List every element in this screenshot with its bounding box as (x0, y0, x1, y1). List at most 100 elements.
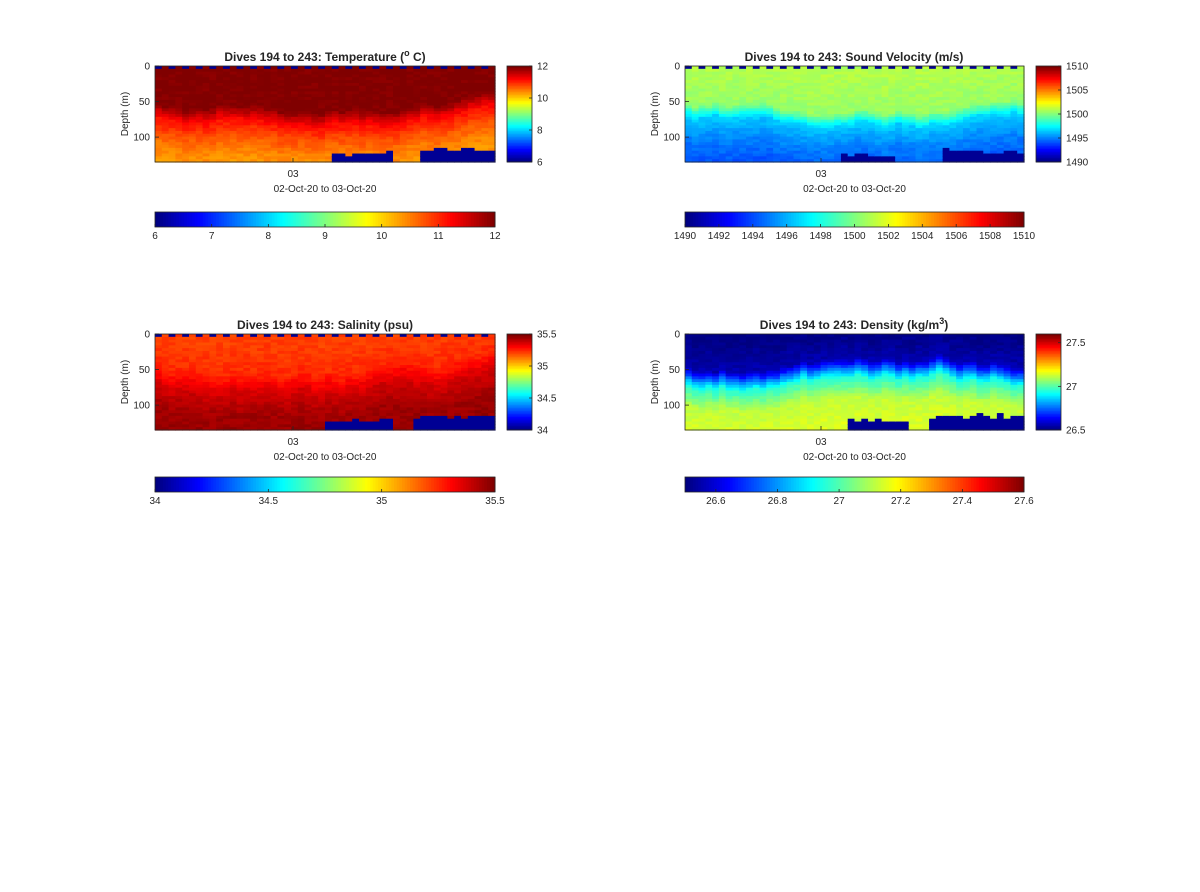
heatmap-cell (901, 145, 910, 149)
heatmap-cell (1010, 119, 1018, 124)
heatmap-cell (705, 77, 713, 81)
heatmap-cell (935, 71, 944, 76)
heatmap-cell (454, 85, 462, 90)
heatmap-cell (956, 77, 964, 81)
heatmap-cell (338, 133, 346, 138)
heatmap-cell (888, 145, 896, 149)
heatmap-cell (807, 74, 815, 78)
heatmap-cell (229, 421, 238, 425)
heatmap-cell (277, 159, 285, 163)
heatmap-cell (399, 99, 408, 104)
heatmap-cell (311, 97, 319, 101)
heatmap-cell (881, 156, 889, 160)
heatmap-cell (189, 125, 197, 129)
heatmap-cell (270, 376, 278, 380)
colorbar-swatch (178, 212, 183, 227)
colorbar-swatch (1036, 79, 1061, 82)
heatmap-cell (481, 77, 489, 81)
heatmap-cell (161, 77, 170, 81)
heatmap-cell (881, 99, 889, 104)
heatmap-cell (746, 80, 754, 84)
heatmap-cell (800, 102, 808, 107)
heatmap-cell (297, 142, 306, 146)
heatmap-cell (338, 413, 346, 417)
heatmap-cell (365, 97, 374, 101)
heatmap-cell (908, 82, 917, 87)
colorbar-swatch (1036, 123, 1061, 125)
heatmap-cell (223, 427, 231, 431)
heatmap-cell (223, 373, 231, 377)
heatmap-cell (929, 77, 937, 81)
heatmap-cell (996, 125, 1005, 129)
heatmap-cell (216, 133, 224, 138)
heatmap-cell (746, 111, 754, 115)
heatmap-cell (359, 356, 367, 361)
heatmap-cell (304, 413, 312, 417)
heatmap-cell (685, 159, 693, 163)
heatmap-cell (922, 68, 930, 73)
colorbar-swatch (370, 212, 374, 227)
heatmap-cell (202, 339, 210, 344)
heatmap-cell (942, 133, 951, 138)
heatmap-cell (175, 156, 183, 160)
heatmap-cell (420, 125, 428, 129)
heatmap-cell (263, 370, 272, 375)
heatmap-cell (277, 348, 285, 352)
heatmap-cell (182, 393, 190, 397)
heatmap-cell (372, 125, 380, 129)
heatmap-cell (229, 393, 238, 397)
heatmap-cell (291, 421, 299, 425)
heatmap-cell (311, 373, 319, 377)
heatmap-cell (223, 379, 231, 383)
colorbar-swatch (801, 212, 805, 227)
heatmap-cell (331, 111, 340, 115)
heatmap-cell (786, 130, 795, 135)
heatmap-cell (372, 345, 380, 349)
colorbar-swatch (404, 212, 408, 227)
heatmap-cell (325, 105, 333, 109)
heatmap-cell (325, 150, 333, 155)
heatmap-cell (481, 88, 489, 93)
heatmap-cell (413, 119, 421, 124)
heatmap-cell (189, 410, 197, 414)
heatmap-cell (861, 153, 869, 157)
heatmap-cell (840, 156, 849, 160)
heatmap-cell (895, 130, 903, 135)
y-tick-label: 0 (144, 62, 150, 73)
heatmap-cell (813, 128, 822, 132)
heatmap-cell (352, 404, 360, 409)
heatmap-cell (359, 390, 367, 394)
heatmap-cell (786, 139, 795, 143)
heatmap-cell (895, 119, 903, 124)
heatmap-cell (236, 91, 244, 95)
heatmap-cell (895, 77, 903, 81)
heatmap-cell (868, 125, 876, 129)
heatmap-cell (908, 105, 917, 109)
heatmap-cell (352, 334, 360, 338)
heatmap-cell (399, 114, 408, 118)
heatmap-cell (352, 348, 360, 352)
heatmap-cell (318, 145, 326, 149)
heatmap-cell (304, 142, 312, 146)
heatmap-cell (270, 387, 278, 392)
heatmap-cell (359, 353, 367, 358)
heatmap-cell (861, 82, 869, 87)
heatmap-cell (718, 122, 727, 126)
heatmap-cell (996, 116, 1005, 121)
heatmap-cell (168, 413, 176, 417)
colorbar-tick-label: 1510 (1013, 231, 1036, 242)
heatmap-cell (318, 133, 326, 138)
heatmap-cell (304, 384, 312, 389)
heatmap-cell (236, 128, 244, 132)
heatmap-cell (250, 421, 258, 425)
heatmap-cell (372, 150, 380, 155)
heatmap-cell (915, 102, 923, 107)
heatmap-cell (325, 359, 333, 363)
heatmap-cell (996, 102, 1005, 107)
heatmap-cell (935, 114, 944, 118)
heatmap-cell (732, 85, 740, 90)
heatmap-cell (318, 404, 326, 409)
heatmap-cell (372, 336, 380, 341)
heatmap-cell (257, 398, 265, 403)
colorbar-swatch (1036, 73, 1061, 76)
